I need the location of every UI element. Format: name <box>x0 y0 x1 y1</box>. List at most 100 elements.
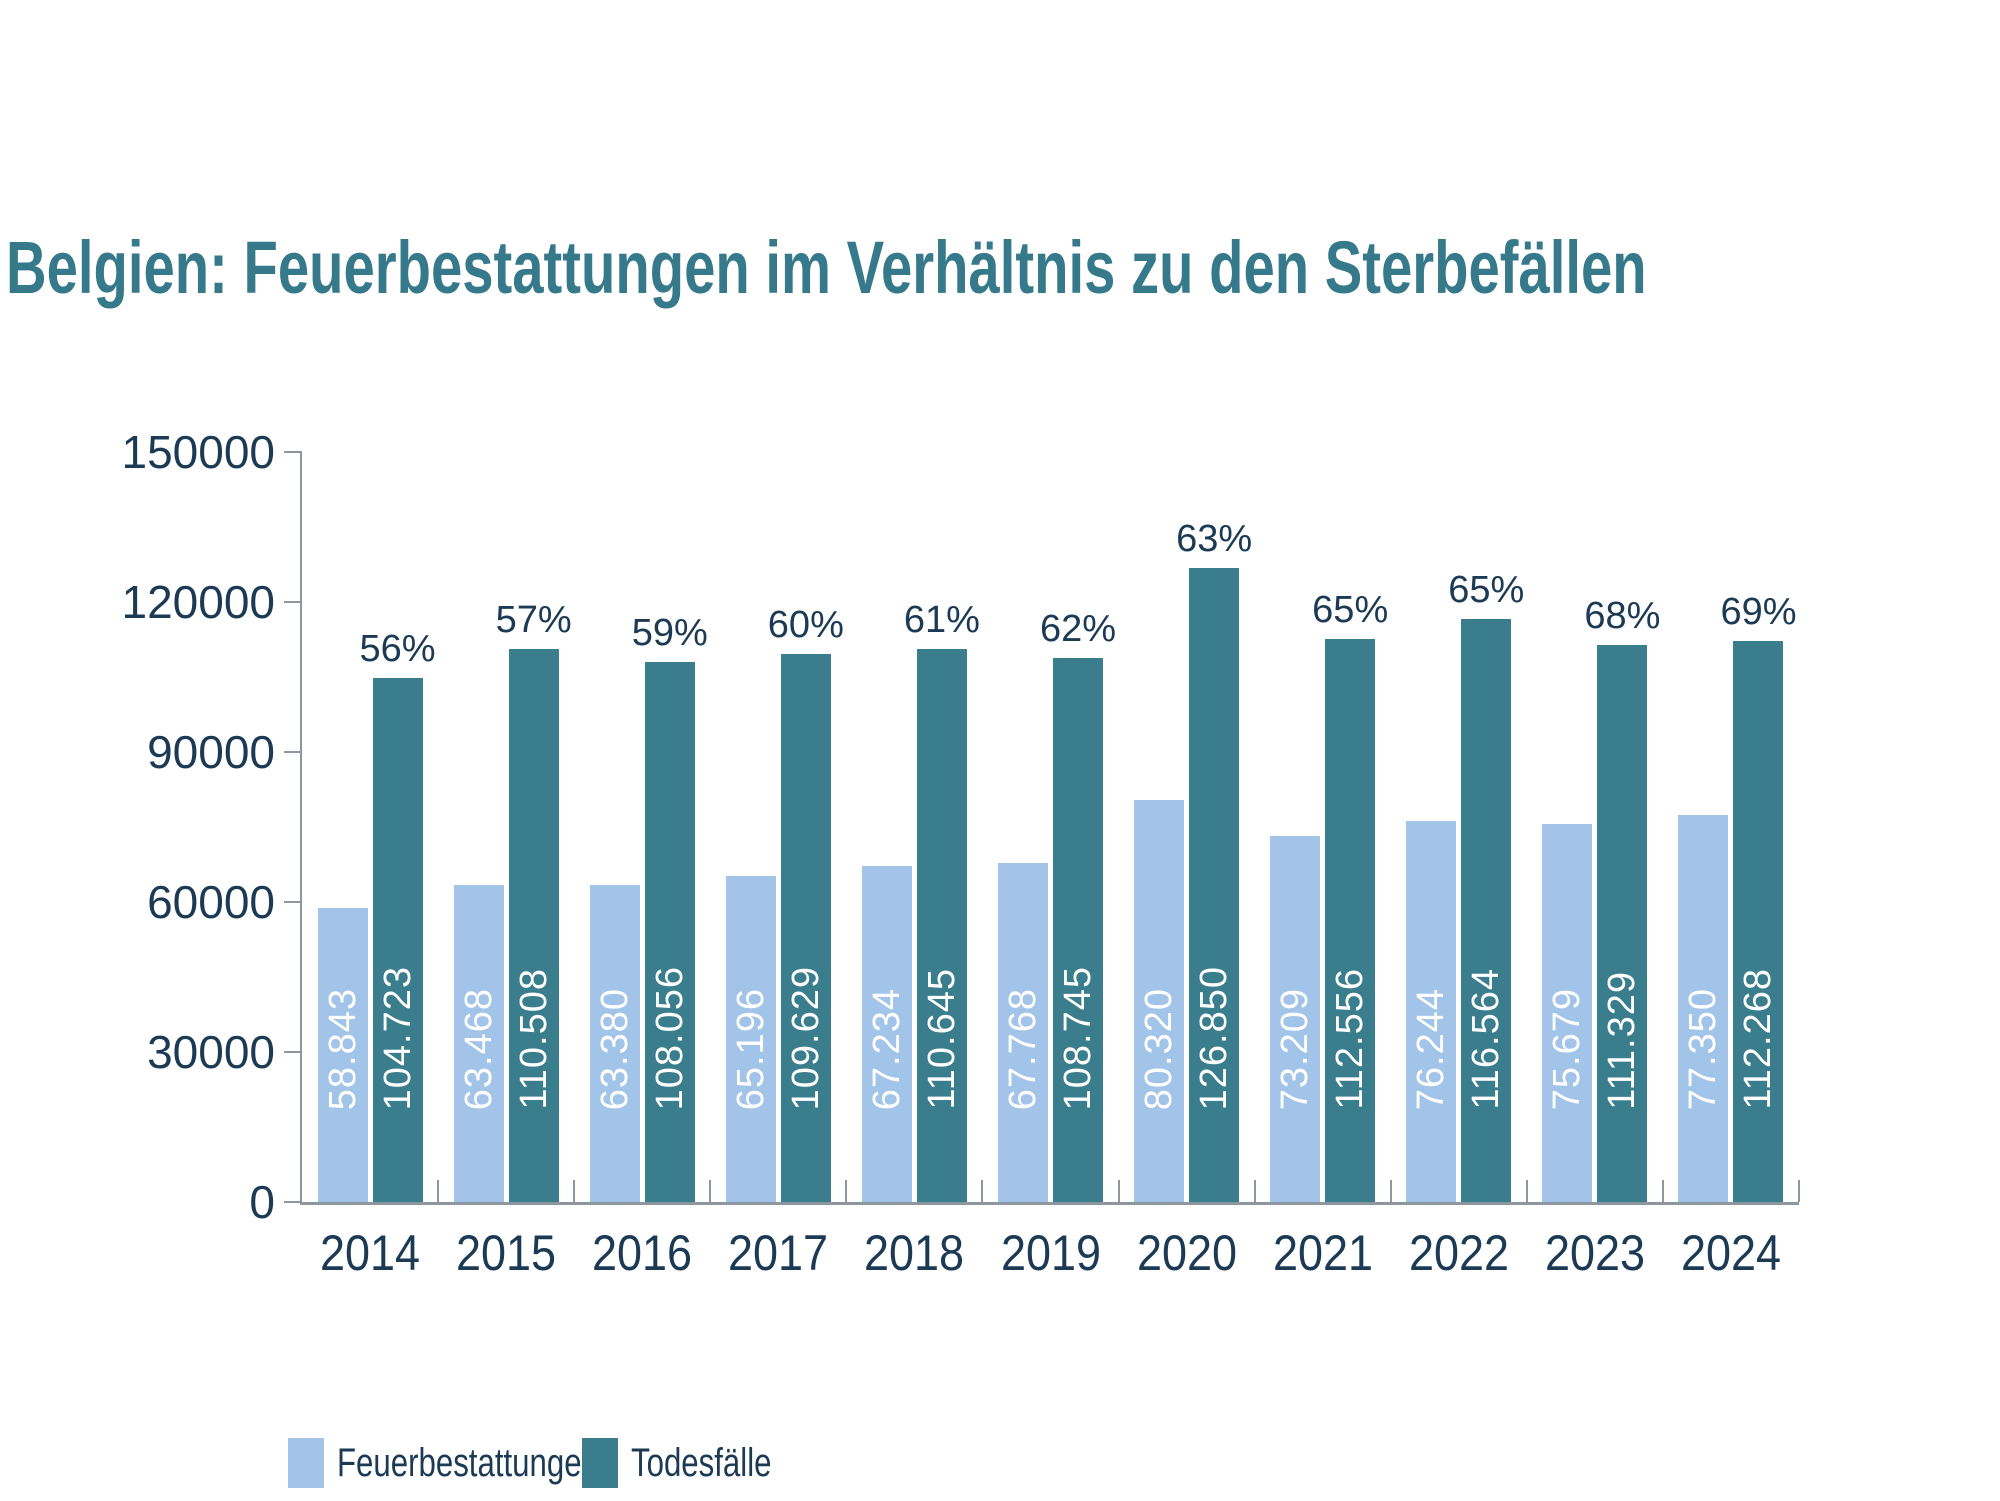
y-axis-tick <box>284 1201 302 1203</box>
percent-label: 56% <box>359 628 436 670</box>
deaths-bar: 108.745 62% <box>1040 610 1116 1202</box>
deaths-bar: 111.329 68% <box>1584 597 1660 1202</box>
bar-value-label: 77.350 <box>1682 987 1725 1110</box>
bar-group: 63.468 110.508 57% 2015 <box>438 452 576 1278</box>
bar-group: 75.679 111.329 68% 2023 <box>1527 452 1664 1278</box>
bar-value-label: 80.320 <box>1138 987 1181 1110</box>
deaths-bar: 110.645 61% <box>904 601 980 1202</box>
y-axis-label: 120000 <box>121 576 276 628</box>
percent-label: 59% <box>631 612 708 654</box>
deaths-bar: 112.268 69% <box>1720 593 1797 1202</box>
legend-label-deaths: Todesfälle <box>631 1440 772 1485</box>
legend-swatch-cremations <box>288 1438 324 1488</box>
x-axis-tick <box>1661 1180 1664 1202</box>
cremations-bar: 63.380 <box>589 885 640 1202</box>
bar-groups: 58.843 104.723 56% 2014 63.468 110.508 57% 2015… <box>302 452 1801 1278</box>
year-label: 2018 <box>864 1225 965 1281</box>
y-axis-label: 0 <box>249 1176 275 1228</box>
bar-value-label: 112.556 <box>1329 968 1372 1110</box>
bar-value-label: 108.056 <box>648 965 691 1110</box>
y-axis-tick <box>284 901 302 903</box>
y-axis-tick <box>284 751 302 753</box>
percent-label: 69% <box>1720 591 1797 633</box>
bar-value-label: 126.850 <box>1193 965 1236 1110</box>
year-label: 2020 <box>1136 1225 1237 1281</box>
cremations-bar: 77.350 <box>1678 815 1729 1202</box>
bar-group: 58.843 104.723 56% 2014 <box>302 452 440 1278</box>
year-label: 2024 <box>1680 1225 1782 1281</box>
deaths-bar: 112.556 65% <box>1312 591 1388 1202</box>
bar-value-label: 104.723 <box>376 965 419 1110</box>
cremations-bar: 63.468 <box>453 885 504 1202</box>
x-axis-tick <box>1253 1180 1256 1202</box>
cremations-bar: 76.244 <box>1406 821 1457 1202</box>
year-label: 2017 <box>728 1225 829 1281</box>
legend-item-deaths: Todesfälle <box>582 1438 811 1488</box>
bar-group: 77.350 112.268 69% 2024 <box>1663 452 1801 1278</box>
y-axis-tick <box>284 601 302 603</box>
bar-group: 76.244 116.564 65% 2022 <box>1391 452 1528 1278</box>
bar-group: 80.320 126.850 63% 2020 <box>1119 452 1256 1278</box>
x-axis-tick <box>573 1180 576 1202</box>
legend-item-cremations: Feuerbestattungen <box>288 1438 673 1488</box>
plot-area: 0 30000 60000 90000 120000 150000 58.843 104.7… <box>122 429 1801 1278</box>
bar-value-label: 65.196 <box>729 987 772 1110</box>
percent-label: 65% <box>1448 569 1525 611</box>
bar-value-label: 110.645 <box>920 968 963 1110</box>
bar-group: 67.234 110.645 61% 2018 <box>846 452 984 1278</box>
cremations-bar: 58.843 <box>317 908 368 1202</box>
cremations-bar: 67.234 <box>861 866 912 1202</box>
y-axis-label: 90000 <box>147 726 275 778</box>
percent-label: 57% <box>495 599 572 641</box>
deaths-bar: 104.723 56% <box>360 630 436 1202</box>
cremations-bar: 75.679 <box>1542 824 1593 1202</box>
legend-swatch-deaths <box>582 1438 618 1488</box>
y-axis-tick <box>284 451 302 453</box>
year-label: 2014 <box>319 1225 421 1281</box>
year-label: 2016 <box>592 1225 693 1281</box>
bar-value-label: 111.329 <box>1601 971 1644 1110</box>
cremations-bar: 65.196 <box>725 876 776 1202</box>
percent-label: 65% <box>1312 589 1389 631</box>
bar-value-label: 63.380 <box>593 987 636 1110</box>
percent-label: 68% <box>1584 595 1661 637</box>
bar-value-label: 112.268 <box>1737 968 1780 1110</box>
cremations-bar: 73.209 <box>1270 836 1321 1202</box>
bar-group: 67.768 108.745 62% 2019 <box>982 452 1120 1278</box>
bar-value-label: 67.234 <box>865 987 908 1110</box>
percent-label: 61% <box>903 599 980 641</box>
bar-value-label: 63.468 <box>457 987 500 1110</box>
deaths-bar: 110.508 57% <box>496 601 572 1202</box>
y-axis-label: 60000 <box>147 876 275 928</box>
bar-value-label: 116.564 <box>1465 968 1508 1110</box>
y-axis-label: 150000 <box>121 426 276 478</box>
year-label: 2021 <box>1272 1225 1373 1281</box>
deaths-bar: 116.564 65% <box>1448 571 1524 1202</box>
bar-value-label: 108.745 <box>1057 965 1100 1110</box>
year-label: 2023 <box>1544 1225 1645 1281</box>
bar-value-label: 58.843 <box>321 987 364 1110</box>
bar-value-label: 76.244 <box>1410 987 1453 1110</box>
bar-group: 63.380 108.056 59% 2016 <box>574 452 712 1278</box>
x-axis-tick <box>1117 1180 1120 1202</box>
x-axis-tick <box>1389 1180 1392 1202</box>
bar-value-label: 75.679 <box>1546 987 1589 1110</box>
bar-value-label: 110.508 <box>512 968 555 1110</box>
bar-value-label: 73.209 <box>1274 987 1317 1110</box>
y-axis-label: 30000 <box>147 1026 275 1078</box>
legend-label-cremations: Feuerbestattungen <box>337 1440 599 1485</box>
x-axis-tick <box>1525 1180 1528 1202</box>
bar-value-label: 109.629 <box>784 965 827 1110</box>
year-label: 2015 <box>456 1225 557 1281</box>
bar-group: 73.209 112.556 65% 2021 <box>1255 452 1392 1278</box>
x-axis-tick <box>709 1180 712 1202</box>
x-axis-tick <box>437 1180 440 1202</box>
deaths-bar: 109.629 60% <box>768 606 844 1202</box>
y-axis-tick <box>284 1051 302 1053</box>
deaths-bar: 108.056 59% <box>632 614 708 1202</box>
year-label: 2019 <box>1000 1225 1101 1281</box>
percent-label: 63% <box>1176 518 1253 560</box>
bar-value-label: 67.768 <box>1002 987 1045 1110</box>
chart-title: Belgien: Feuerbestattungen im Verhältnis… <box>6 226 1647 309</box>
cremations-bar: 67.768 <box>998 863 1049 1202</box>
